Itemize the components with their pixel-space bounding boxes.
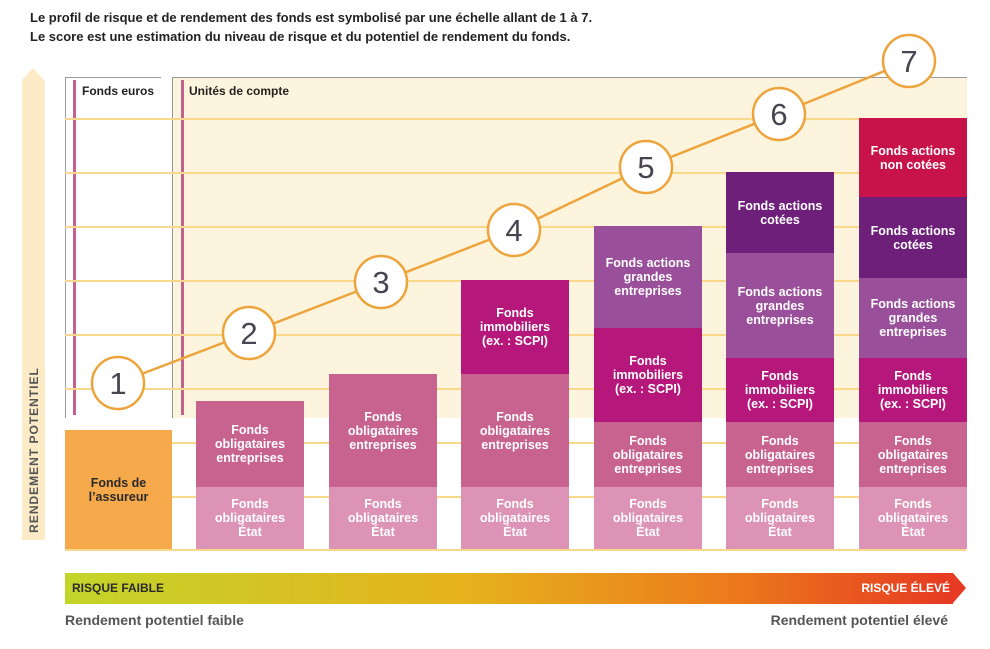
- grid-line: [65, 549, 966, 551]
- fund-box-etat: Fonds obligataires État: [594, 487, 702, 549]
- score-circle: [353, 254, 409, 310]
- section-label-euros: Fonds euros: [82, 84, 155, 98]
- fund-box-etat: Fonds obligataires État: [461, 487, 569, 549]
- fund-box-non-cotees: Fonds actions non cotées: [859, 118, 967, 197]
- fund-box-immobiliers: Fonds immobiliers (ex. : SCPI): [461, 280, 569, 374]
- intro-line-1: Le profil de risque et de rendement des …: [30, 10, 593, 25]
- score-number: 5: [637, 150, 654, 185]
- risk-gradient-bar: [65, 573, 966, 604]
- fund-box-etat: Fonds obligataires État: [859, 487, 967, 549]
- fund-box-cotees: Fonds actions cotées: [859, 197, 967, 278]
- section-divider: [73, 80, 76, 415]
- fund-box-entreprises: Fonds obligataires entreprises: [859, 422, 967, 487]
- fund-box-grandes: Fonds actions grandes entreprises: [726, 253, 834, 358]
- intro-line-2: Le score est une estimation du niveau de…: [30, 29, 571, 44]
- intro-text: Le profil de risque et de rendement des …: [30, 8, 592, 46]
- risk-high-label: RISQUE ÉLEVÉ: [861, 581, 950, 595]
- section-unites-de-compte: Unités de compte: [172, 77, 967, 418]
- score-circle: [618, 139, 674, 195]
- fund-box-grandes: Fonds actions grandes entreprises: [859, 278, 967, 358]
- fund-box-entreprises: Fonds obligataires entreprises: [329, 374, 437, 487]
- score-circle: [221, 305, 277, 361]
- section-divider: [181, 80, 184, 415]
- fund-box-entreprises: Fonds obligataires entreprises: [196, 401, 304, 487]
- risk-low-label: RISQUE FAIBLE: [72, 581, 165, 595]
- fund-box-etat: Fonds obligataires État: [726, 487, 834, 549]
- grid-line: [65, 172, 966, 174]
- fund-box-immobiliers: Fonds immobiliers (ex. : SCPI): [859, 358, 967, 422]
- score-circle: [486, 202, 542, 258]
- fund-box-immobiliers: Fonds immobiliers (ex. : SCPI): [594, 328, 702, 422]
- fund-box-etat: Fonds obligataires État: [329, 487, 437, 549]
- score-number: 3: [372, 265, 389, 300]
- score-number: 6: [770, 97, 787, 132]
- fund-box-cotees: Fonds actions cotées: [726, 172, 834, 253]
- score-circle: [881, 33, 937, 89]
- score-circle: [90, 355, 146, 411]
- return-low-label: Rendement potentiel faible: [65, 612, 244, 628]
- fund-box-entreprises: Fonds obligataires entreprises: [461, 374, 569, 487]
- score-number: 1: [109, 366, 126, 401]
- fund-box-entreprises: Fonds obligataires entreprises: [594, 422, 702, 487]
- score-number: 2: [240, 316, 257, 351]
- vertical-arrow: [22, 68, 45, 540]
- score-number: 4: [505, 213, 522, 248]
- fund-box-entreprises: Fonds obligataires entreprises: [726, 422, 834, 487]
- score-number: 7: [900, 44, 917, 79]
- section-label-uc: Unités de compte: [189, 84, 290, 98]
- fund-box-immobiliers: Fonds immobiliers (ex. : SCPI): [726, 358, 834, 422]
- grid-line: [65, 118, 966, 120]
- fund-box-etat: Fonds obligataires État: [196, 487, 304, 549]
- return-high-label: Rendement potentiel élevé: [770, 612, 948, 628]
- fund-box-assureur: Fonds de l’assureur: [65, 430, 172, 549]
- fund-box-grandes: Fonds actions grandes entreprises: [594, 226, 702, 328]
- score-circle: [751, 86, 807, 142]
